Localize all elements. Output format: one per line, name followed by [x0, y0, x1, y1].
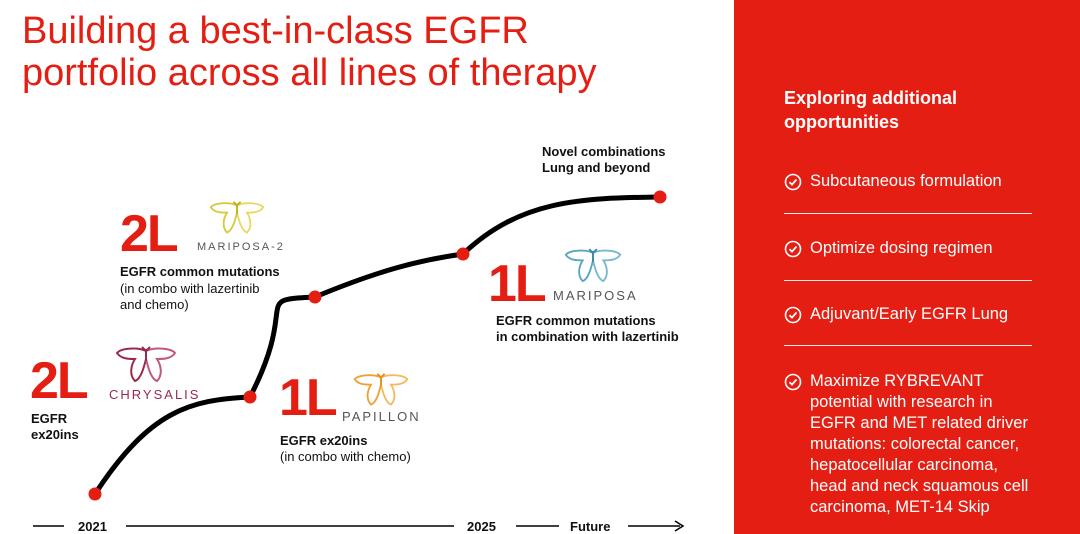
- papillon-label: EGFR ex20ins: [280, 433, 368, 448]
- check-circle-icon: [784, 306, 802, 324]
- chrysalis-label-2: ex20ins: [31, 427, 79, 442]
- butterfly-lung-icon: [115, 346, 177, 383]
- check-circle-icon: [784, 373, 802, 391]
- divider: [784, 280, 1032, 281]
- line-badge-2l: 2L: [30, 352, 89, 410]
- opportunity-text: Maximize RYBREVANT potential with resear…: [810, 372, 1029, 516]
- opportunity-item: Maximize RYBREVANT potential with resear…: [784, 371, 1034, 518]
- opportunity-text: Subcutaneous formulation: [810, 172, 1002, 190]
- opportunity-item: Subcutaneous formulation: [784, 171, 1034, 192]
- mariposa-label-2: in combination with lazertinib: [496, 329, 679, 344]
- novel-label-2: Lung and beyond: [542, 160, 651, 175]
- chrysalis-label-1: EGFR: [31, 411, 68, 426]
- arrow-right-icon: [674, 520, 685, 532]
- milestone-dot: [456, 247, 470, 261]
- opportunity-text: Adjuvant/Early EGFR Lung: [810, 305, 1009, 323]
- divider: [784, 213, 1032, 214]
- panel-heading-line-1: Exploring additional: [784, 88, 958, 108]
- opportunity-item: Adjuvant/Early EGFR Lung: [784, 304, 1034, 325]
- trial-name-papillon: PAPILLON: [342, 409, 421, 424]
- mariposa-2-label: EGFR common mutations: [120, 264, 280, 279]
- opportunities-panel: Exploring additional opportunities Subcu…: [734, 0, 1080, 534]
- milestone-dot: [308, 290, 322, 304]
- line-badge-2l: 2L: [120, 205, 179, 263]
- progress-curve: [33, 190, 685, 532]
- trial-name-chrysalis: CHRYSALIS: [109, 387, 201, 402]
- title-line-2: portfolio across all lines of therapy: [22, 52, 597, 94]
- papillon-note: (in combo with chemo): [280, 449, 411, 464]
- mariposa-2-note-1: (in combo with lazertinib: [120, 281, 260, 296]
- line-badge-1l: 1L: [279, 369, 338, 427]
- butterfly-lung-icon: [209, 201, 265, 234]
- title-line-1: Building a best-in-class EGFR: [22, 10, 529, 52]
- trial-name-mariposa: MARIPOSA: [553, 288, 638, 303]
- check-circle-icon: [784, 240, 802, 258]
- divider: [784, 345, 1032, 346]
- timeline-end-label: Future: [570, 519, 611, 534]
- timeline-mid-label: 2025: [467, 519, 496, 534]
- opportunity-text: Optimize dosing regimen: [810, 239, 993, 257]
- butterfly-lung-icon: [564, 248, 622, 283]
- mariposa-2-note-2: and chemo): [120, 297, 189, 312]
- trial-name-mariposa-2: MARIPOSA-2: [197, 241, 285, 253]
- check-circle-icon: [784, 173, 802, 191]
- slide-title: Building a best-in-class EGFR portfolio …: [22, 10, 597, 94]
- opportunity-item: Optimize dosing regimen: [784, 238, 1034, 259]
- timeline-start-label: 2021: [78, 519, 107, 534]
- mariposa-label-1: EGFR common mutations: [496, 313, 656, 328]
- panel-heading-line-2: opportunities: [784, 112, 899, 132]
- novel-label-1: Novel combinations: [542, 144, 666, 159]
- panel-heading: Exploring additional opportunities: [784, 86, 1044, 134]
- butterfly-lung-icon: [353, 373, 409, 406]
- milestone-dot: [653, 190, 667, 204]
- milestone-dot: [243, 390, 257, 404]
- milestone-dot: [88, 487, 102, 501]
- line-badge-1l: 1L: [488, 255, 547, 313]
